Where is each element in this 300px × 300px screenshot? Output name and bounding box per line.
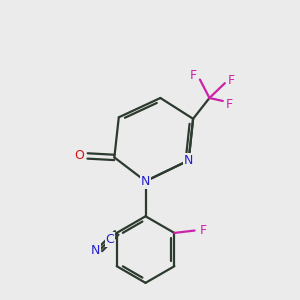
Text: F: F bbox=[190, 69, 197, 82]
Text: C: C bbox=[106, 233, 114, 246]
Text: F: F bbox=[226, 98, 233, 111]
Text: N: N bbox=[90, 244, 100, 257]
Text: F: F bbox=[228, 74, 235, 87]
Text: F: F bbox=[199, 224, 206, 237]
Text: N: N bbox=[184, 154, 193, 167]
Text: O: O bbox=[74, 149, 84, 162]
Text: N: N bbox=[141, 175, 150, 188]
